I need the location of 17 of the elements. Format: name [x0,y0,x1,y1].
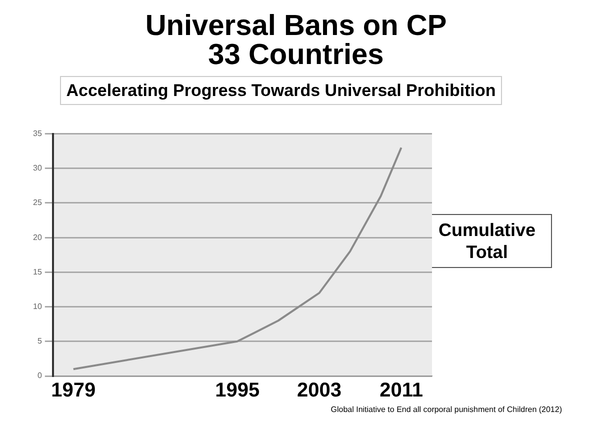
text: Accelerating Progress Towards Universal Prohibition [60,76,502,105]
text: Cumulative Total [422,214,552,268]
y-tick-label: 10 [32,302,42,312]
y-tick-label: 0 [37,371,42,380]
y-tick-label: 35 [32,129,42,138]
x-tick-label: 2003 [297,380,342,402]
y-tick-label: 5 [37,336,42,346]
chart-subtitle: 33 Countries [207,39,385,71]
x-tick-label: 1979 [51,380,96,402]
x-tick-label: 1995 [215,380,260,402]
y-tick-label: 25 [32,198,42,208]
text: Global Initiative to End all corporal punishment of Children (2012) [330,405,562,414]
y-tick-label: 15 [32,267,42,276]
chart-title: Universal Bans on CP [144,10,448,42]
y-tick-label: 30 [32,164,42,173]
x-tick-label: 2011 [380,380,423,402]
y-tick-label: 20 [32,232,42,242]
